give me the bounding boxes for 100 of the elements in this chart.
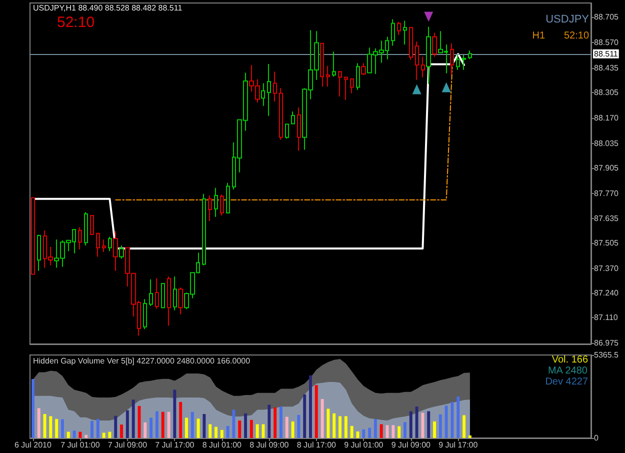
x-tick-label: 7 Jul 17:00: [155, 440, 195, 450]
candlestick: [468, 50, 472, 60]
annotation: 52:10: [564, 30, 590, 42]
candlestick: [143, 298, 147, 330]
bar: [326, 408, 330, 438]
candlestick: [214, 187, 218, 218]
bar: [444, 406, 448, 438]
bar: [368, 428, 372, 438]
y-tick-label: 88.705: [594, 12, 620, 22]
annotation: H1: [532, 30, 546, 42]
bar: [268, 404, 271, 438]
bar: [90, 420, 94, 438]
bar: [332, 413, 336, 438]
y-tick-label: 88.305: [594, 88, 620, 97]
candlestick: [96, 232, 100, 258]
candlestick: [202, 193, 206, 266]
bar: [438, 414, 442, 438]
y-tick-label: 87.505: [594, 238, 620, 248]
bar: [238, 420, 242, 438]
y-tick-label: 87.770: [594, 188, 620, 198]
candlestick: [326, 65, 330, 88]
bar: [190, 412, 194, 438]
candlestick: [208, 195, 212, 222]
bar: [344, 416, 348, 438]
bar: [167, 412, 170, 438]
bar: [291, 421, 294, 438]
bar: [256, 424, 259, 438]
candlestick: [267, 64, 271, 116]
x-tick-label: 6 Jul 2010: [14, 440, 52, 450]
bar: [61, 419, 64, 438]
bar: [226, 426, 230, 438]
bar: [49, 416, 52, 438]
candlestick: [403, 20, 407, 45]
bar: [314, 385, 318, 438]
bar: [220, 430, 224, 438]
bar: [374, 418, 377, 438]
bar: [120, 424, 124, 438]
x-tick-label: 7 Jul 01:00: [60, 440, 100, 450]
candlestick: [415, 41, 419, 80]
candlestick: [167, 276, 171, 326]
candlestick: [273, 71, 277, 102]
candlestick: [149, 278, 153, 306]
candlestick: [155, 278, 159, 310]
bar: [404, 422, 406, 438]
candlestick: [226, 182, 230, 214]
candlestick: [279, 88, 283, 140]
y-tick-label: 0: [594, 434, 599, 442]
bar: [108, 432, 112, 438]
bar: [179, 402, 182, 438]
candlestick: [456, 54, 460, 70]
candlestick: [84, 212, 88, 246]
y-tick-label: 87.110: [594, 313, 618, 322]
y-tick-label: 88.170: [594, 113, 620, 122]
bar: [421, 412, 424, 438]
bar: [78, 432, 82, 438]
y-tick-label: 88.435: [594, 63, 620, 72]
bar: [144, 422, 147, 438]
bar: [250, 420, 253, 438]
annotation: Vol. 166: [552, 354, 588, 366]
candlestick: [90, 215, 94, 236]
ref-line-label: 88.511: [594, 49, 618, 58]
bar: [72, 430, 76, 438]
candlestick: [350, 78, 354, 94]
point: [442, 82, 451, 92]
bar: [196, 418, 200, 438]
x-tick-label: 8 Jul 09:00: [250, 440, 290, 450]
candlestick: [409, 26, 413, 60]
x-tick-label: 9 Jul 09:00: [391, 440, 432, 450]
chart-title: Hidden Gap Volume Ver 5[b] 4227.0000 2480.0000 166.0000: [33, 356, 251, 366]
candlestick: [161, 283, 165, 309]
bar: [274, 408, 277, 438]
candlestick: [462, 54, 466, 70]
y-tick-label: 86.975: [594, 338, 620, 348]
x-tick-label: 9 Jul 01:00: [344, 440, 384, 450]
bar: [161, 412, 164, 438]
annotation: 52:10: [57, 14, 95, 31]
bar: [462, 415, 466, 438]
bar: [456, 396, 460, 438]
bar: [409, 411, 412, 438]
bar: [96, 418, 100, 438]
annotation: USDJPY: [546, 14, 590, 26]
candlestick: [37, 234, 41, 272]
bar: [427, 411, 430, 438]
bar: [285, 416, 288, 438]
point: [424, 12, 434, 22]
bar: [338, 416, 342, 438]
bar: [362, 429, 366, 438]
bar: [155, 411, 158, 438]
x-tick-label: 8 Jul 17:00: [296, 440, 337, 450]
bar: [132, 400, 135, 438]
bar: [309, 375, 312, 438]
bar: [202, 414, 206, 438]
bar: [31, 379, 34, 438]
y-tick-label: 88.570: [594, 38, 620, 48]
bar: [150, 418, 153, 438]
bar: [468, 435, 472, 438]
x-tick-label: 9 Jul 17:00: [438, 440, 478, 450]
bar: [66, 432, 70, 438]
annotation: Dev 4227: [545, 376, 588, 388]
bar: [84, 434, 88, 438]
